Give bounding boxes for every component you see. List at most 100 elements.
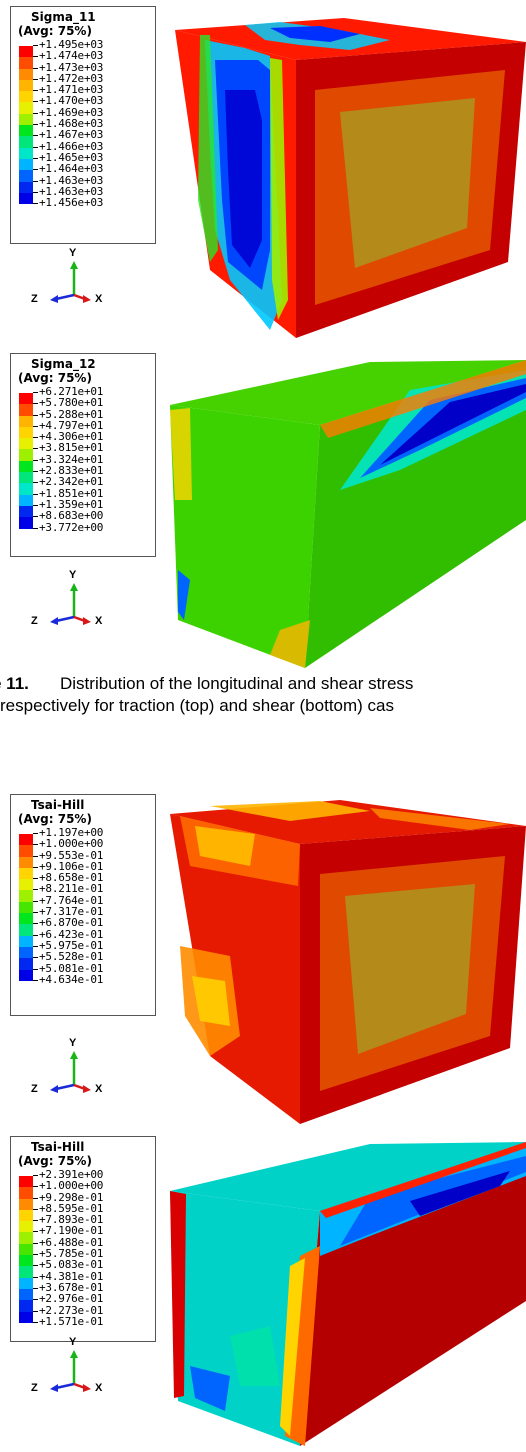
legend-row: +4.381e-01 bbox=[15, 1269, 151, 1289]
legend-swatch bbox=[19, 1176, 33, 1188]
legend-swatch bbox=[19, 1221, 33, 1233]
legend-row: +1.000e+00 bbox=[15, 1179, 151, 1199]
legend-swatch bbox=[19, 415, 33, 427]
legend-swatch bbox=[19, 1198, 33, 1210]
legend-value: +4.797e+01 bbox=[39, 418, 104, 432]
legend-swatch bbox=[19, 438, 33, 450]
legend-row: +3.678e-01 bbox=[15, 1280, 151, 1301]
legend-value: +8.211e-01 bbox=[39, 882, 104, 896]
legend-row: +4.634e-01 bbox=[15, 974, 151, 986]
legend-swatch bbox=[19, 91, 33, 103]
legend-row: +7.317e-01 bbox=[15, 906, 151, 925]
legend-row: +8.658e-01 bbox=[15, 871, 151, 891]
legend-swatch bbox=[19, 1209, 33, 1222]
legend-tick bbox=[33, 157, 38, 159]
legend-swatch bbox=[19, 517, 33, 529]
legend-swatch bbox=[19, 901, 33, 914]
legend-row: +5.780e+01 bbox=[15, 396, 151, 416]
legend-row: +1.851e+01 bbox=[15, 488, 151, 506]
legend-value: +8.595e-01 bbox=[39, 1201, 104, 1215]
legend-tick bbox=[33, 1287, 38, 1289]
legend-row: +1.471e+03 bbox=[15, 84, 151, 103]
legend-swatch bbox=[19, 449, 33, 461]
axis-y-label: Y bbox=[69, 1037, 77, 1049]
legend-row: +3.772e+00 bbox=[15, 522, 151, 534]
legend-swatch bbox=[19, 68, 33, 80]
axis-triad-icon bbox=[50, 261, 91, 303]
legend-value: +6.870e-01 bbox=[39, 916, 104, 930]
caption-line2: respectively for traction (top) and shea… bbox=[0, 696, 394, 715]
legend-title: Tsai-Hill bbox=[31, 798, 85, 812]
legend-tick bbox=[33, 112, 38, 114]
legend-tick bbox=[33, 425, 38, 427]
axis-x-label: X bbox=[95, 293, 103, 305]
legend-swatch bbox=[19, 834, 33, 846]
axis-triad: Y Z X bbox=[31, 569, 115, 627]
legend-swatch bbox=[19, 867, 33, 880]
legend-row: +5.528e-01 bbox=[15, 951, 151, 970]
legend-row: +2.273e-01 bbox=[15, 1305, 151, 1323]
axis-triad: Y Z X bbox=[31, 1037, 115, 1095]
legend-tick bbox=[33, 414, 38, 416]
legend-tsai-hill-1: Tsai-Hill (Avg: 75%) +1.197e+00 +1.000e+0… bbox=[10, 794, 156, 1016]
legend-value: +1.472e+03 bbox=[39, 71, 104, 85]
legend-tick bbox=[33, 1299, 38, 1301]
legend-swatch bbox=[19, 483, 33, 495]
legend-swatch bbox=[19, 192, 33, 205]
caption-line1: Distribution of the longitudinal and she… bbox=[60, 674, 414, 693]
legend-tick bbox=[33, 437, 38, 439]
legend-tick bbox=[33, 135, 38, 137]
axis-triad-icon bbox=[50, 1051, 91, 1093]
legend-value: +9.298e-01 bbox=[39, 1190, 104, 1204]
legend-swatch bbox=[19, 125, 33, 137]
legend-value: +5.785e-01 bbox=[39, 1247, 104, 1261]
legend-value: +1.000e+00 bbox=[39, 1179, 104, 1193]
legend-value: +7.893e-01 bbox=[39, 1213, 104, 1227]
legend-row: +1.359e+01 bbox=[15, 497, 151, 518]
legend-tick bbox=[33, 403, 38, 405]
legend-swatch bbox=[19, 46, 33, 58]
legend-value: +1.474e+03 bbox=[39, 49, 104, 63]
legend-swatch bbox=[19, 393, 33, 405]
legend-tick bbox=[33, 45, 38, 46]
legend-row: +1.468e+03 bbox=[15, 118, 151, 137]
legend-row: +2.833e+01 bbox=[15, 464, 151, 484]
legend-value: +1.463e+03 bbox=[39, 184, 104, 198]
legend-row: +5.081e-01 bbox=[15, 963, 151, 981]
legend-value: +2.833e+01 bbox=[39, 464, 104, 478]
legend-tick bbox=[33, 833, 38, 834]
legend-swatch bbox=[19, 181, 33, 193]
legend-swatch bbox=[19, 460, 33, 473]
legend-value: +1.470e+03 bbox=[39, 94, 104, 108]
legend-tick bbox=[33, 56, 38, 58]
legend-row: +1.197e+00 bbox=[15, 827, 151, 846]
legend-value: +4.381e-01 bbox=[39, 1269, 104, 1283]
legend-tick bbox=[33, 1197, 38, 1199]
legend-row: +5.975e-01 bbox=[15, 940, 151, 959]
legend-swatch bbox=[19, 494, 33, 506]
legend-row: +2.976e-01 bbox=[15, 1293, 151, 1312]
legend-swatch bbox=[19, 472, 33, 484]
legend-swatch bbox=[19, 845, 33, 857]
legend-tick bbox=[33, 527, 38, 529]
legend-value: +1.456e+03 bbox=[39, 196, 104, 210]
legend-value: +9.106e-01 bbox=[39, 859, 104, 873]
legend-value: +1.359e+01 bbox=[39, 497, 104, 511]
legend-row: +5.083e-01 bbox=[15, 1258, 151, 1278]
legend-swatch bbox=[19, 879, 33, 891]
legend-value: +3.678e-01 bbox=[39, 1280, 104, 1294]
axis-z-label: Z bbox=[31, 615, 38, 627]
legend-value: +8.658e-01 bbox=[39, 871, 104, 885]
axis-z-label: Z bbox=[31, 293, 38, 305]
legend-row: +4.797e+01 bbox=[15, 418, 151, 439]
legend-swatch bbox=[19, 426, 33, 439]
legend-value: +5.780e+01 bbox=[39, 396, 104, 410]
legend-row: +5.785e-01 bbox=[15, 1247, 151, 1267]
legend-value: +1.465e+03 bbox=[39, 150, 104, 164]
legend-value: +5.083e-01 bbox=[39, 1258, 104, 1272]
legend-tick bbox=[33, 1208, 38, 1210]
contour-plot-sigma-11 bbox=[175, 18, 526, 338]
legend-row: +1.495e+03 bbox=[15, 39, 151, 58]
legend-value: +1.473e+03 bbox=[39, 60, 104, 74]
legend-title: Sigma_12 bbox=[31, 357, 96, 371]
